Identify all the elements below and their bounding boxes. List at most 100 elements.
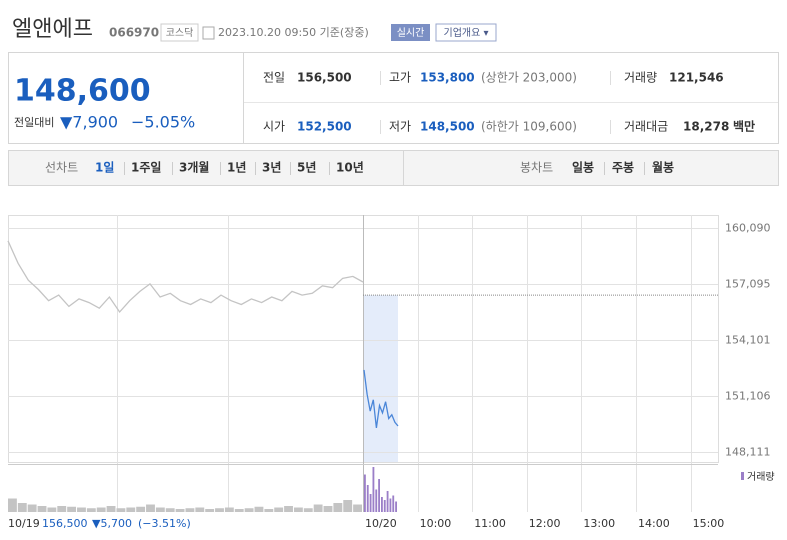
- footer-change-pct: (−3.51%): [138, 517, 191, 530]
- volume-bar: [96, 507, 106, 512]
- volume-bar: [392, 495, 395, 512]
- volume-bar: [27, 504, 37, 512]
- y-tick-label: 151,106: [725, 390, 771, 403]
- volume-bar: [395, 501, 397, 512]
- change-label: 전일대비: [14, 115, 54, 129]
- volume-bar: [375, 489, 378, 512]
- price-line: [7, 240, 364, 314]
- volume-bar: [303, 508, 313, 512]
- volume-bar: [185, 508, 195, 512]
- stat-label: 고가: [389, 71, 411, 85]
- volume-bar: [323, 506, 333, 512]
- volume-bar: [86, 508, 96, 512]
- volume-bar: [17, 503, 27, 512]
- market: 코스닥: [166, 27, 194, 39]
- volume-bar: [378, 479, 380, 512]
- change-pct: −5.05%: [131, 113, 195, 132]
- realtime-badge[interactable]: [391, 24, 430, 41]
- change: ▼7,900: [60, 113, 118, 132]
- x-tick-label: 12:00: [529, 517, 561, 530]
- x-tick-label: 10:00: [420, 517, 452, 530]
- tab[interactable]: 5년: [297, 161, 316, 175]
- tabs: 선차트 1일 1주일 3개월 1년 3년 5년 10년 봉차트 일봉 주봉 월봉: [45, 160, 674, 175]
- realtime[interactable]: 실시간: [397, 27, 425, 39]
- x-tick-label: 14:00: [638, 517, 670, 530]
- volume-bar: [381, 497, 383, 512]
- y-tick-label: 160,090: [725, 222, 771, 235]
- footer-change: ▼5,700: [92, 517, 132, 530]
- volume-bar: [126, 507, 136, 512]
- volume-bar: [77, 507, 86, 512]
- volume-bar: [136, 506, 146, 512]
- y-tick-label: 157,095: [725, 278, 771, 291]
- volume-bar: [372, 467, 375, 512]
- stat-extra: (상한가 203,000): [481, 71, 577, 85]
- volume-bar: [364, 474, 366, 512]
- stat-unit: 백만: [733, 119, 755, 134]
- tab[interactable]: 3년: [262, 161, 281, 175]
- volume-bar: [215, 508, 224, 512]
- volume-bar: [165, 508, 175, 512]
- tab[interactable]: 주봉: [612, 161, 634, 175]
- tab[interactable]: 3개월: [179, 160, 209, 175]
- stat-value: 121,546: [669, 71, 724, 85]
- stat-value: 152,500: [297, 120, 352, 134]
- today-range: [363, 295, 398, 462]
- volume-bar: [67, 506, 77, 512]
- volume-bar: [175, 509, 185, 512]
- stat-label: 전일: [263, 71, 285, 85]
- volume-bar: [284, 506, 293, 512]
- tab[interactable]: 월봉: [652, 160, 674, 175]
- x-tick-label: 10/19: [8, 517, 40, 530]
- volume-bar: [47, 507, 57, 512]
- stat-label: 저가: [389, 120, 411, 134]
- clock-icon: [202, 26, 215, 40]
- x-tick-label: 11:00: [474, 517, 506, 530]
- stat-extra: (하한가 109,600): [481, 120, 577, 134]
- overview-button[interactable]: [435, 23, 497, 42]
- tab[interactable]: 1년: [227, 161, 246, 175]
- x-tick-label: 10/20: [365, 517, 397, 530]
- stat-value: 153,800: [420, 71, 475, 85]
- volume-bar: [386, 491, 389, 512]
- stat-value: 156,500: [297, 71, 352, 85]
- volume-bar: [293, 507, 303, 512]
- overview[interactable]: 기업개요 ▾: [444, 26, 489, 39]
- volume-bar: [146, 504, 155, 512]
- volume-legend: 거래량: [747, 471, 775, 483]
- current-price: 148,600: [14, 74, 151, 109]
- volume-bar: [369, 494, 372, 512]
- stat-value: 18,278: [683, 120, 729, 134]
- volume-bar: [333, 503, 343, 512]
- tab[interactable]: 1일: [95, 161, 114, 175]
- y-tick-label: 154,101: [725, 334, 771, 347]
- tab[interactable]: 일봉: [572, 161, 594, 175]
- volume-bar: [389, 498, 392, 512]
- volume-bar: [205, 509, 215, 512]
- market-badge: [160, 23, 199, 42]
- stat-label: 거래대금: [624, 120, 668, 134]
- timestamp: 2023.10.20 09:50 기준(장중): [218, 26, 369, 39]
- stat-value: 148,500: [420, 120, 475, 134]
- tab[interactable]: 10년: [336, 161, 364, 175]
- volume-bar: [37, 506, 47, 512]
- volume-bar: [343, 500, 353, 512]
- volume-bar: [264, 509, 274, 512]
- tab[interactable]: 1주일: [131, 161, 161, 175]
- summary-box: [8, 52, 779, 144]
- volume-bar: [274, 507, 284, 512]
- tab-label: 선차트: [45, 161, 78, 175]
- price-line: [363, 369, 399, 428]
- volume-bar: [254, 506, 264, 512]
- x-tick-label: 15:00: [693, 517, 725, 530]
- tab-label: 봉차트: [520, 161, 553, 175]
- volume-bar: [155, 507, 165, 512]
- volume-bar: [366, 485, 369, 512]
- volume-bar: [313, 504, 323, 512]
- price-chart: 160,090 157,095 154,101 151,106 148,111 10/19…: [7, 215, 775, 530]
- volume-bar: [224, 507, 234, 512]
- stat-label: 거래량: [624, 71, 657, 85]
- volume-bar: [106, 506, 116, 512]
